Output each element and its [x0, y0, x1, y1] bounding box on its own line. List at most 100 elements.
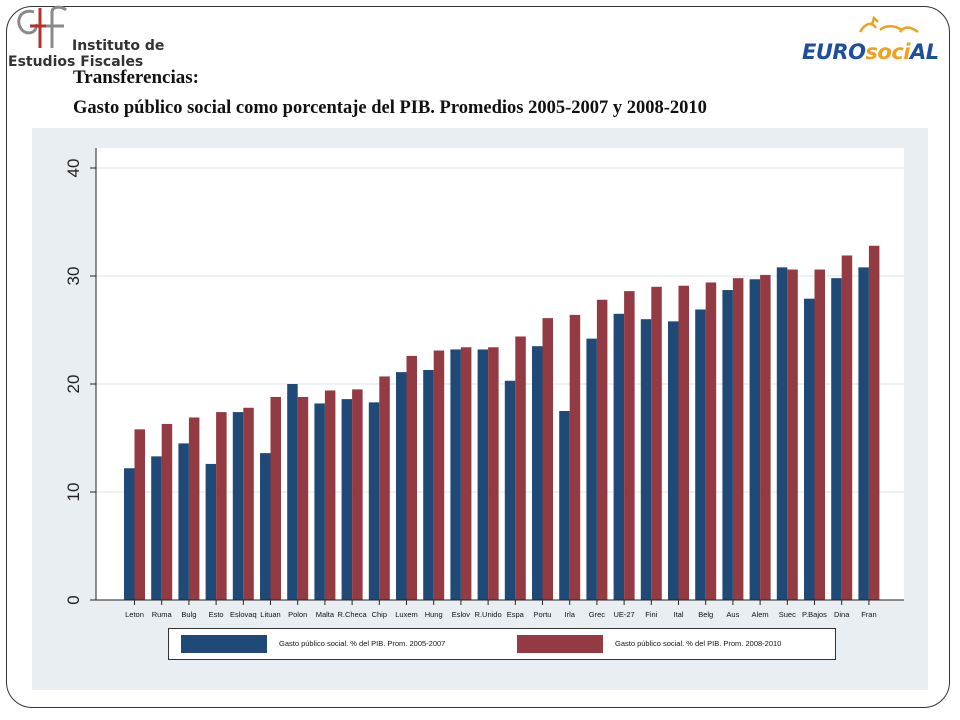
eurosocial-logo-part-b: soci	[865, 40, 910, 64]
ief-logo-line1: Instituto de	[72, 38, 165, 54]
bar-series-2	[760, 274, 771, 600]
bar-series-1	[450, 349, 461, 600]
x-tick-label: Luxem	[395, 610, 418, 619]
bar-series-1	[586, 338, 597, 600]
x-tick-label: R.Checa	[338, 610, 368, 619]
x-tick-label: Alem	[752, 610, 769, 619]
bar-series-1	[205, 463, 217, 600]
x-tick-label: Ruma	[152, 610, 173, 619]
bar-series-1	[776, 267, 788, 600]
legend-label-series-2: Gasto público social. % del PIB. Prom. 2…	[615, 639, 782, 648]
x-tick-label: Portu	[534, 610, 552, 619]
bar-series-1	[559, 411, 570, 600]
x-tick-label: Suec	[779, 610, 796, 619]
y-tick-label: 30	[64, 267, 83, 286]
bar-series-1	[532, 346, 543, 600]
slide-frame	[6, 6, 950, 708]
x-tick-label: Hung	[425, 610, 443, 619]
x-tick-label: Belg	[698, 610, 713, 619]
bar-series-2	[787, 269, 798, 600]
x-tick-label: UE-27	[613, 610, 634, 619]
legend-swatch-series-1	[181, 635, 267, 653]
bar-series-1	[260, 453, 271, 600]
x-tick-label: Chip	[372, 610, 387, 619]
bar-series-1	[314, 403, 325, 600]
x-tick-label: Dina	[834, 610, 850, 619]
bar-series-1	[640, 319, 652, 600]
y-tick-label: 0	[64, 595, 83, 604]
bar-series-2	[134, 429, 145, 600]
bar-series-2	[243, 407, 254, 600]
x-tick-label: Ital	[673, 610, 683, 619]
bar-series-2	[596, 299, 608, 600]
bar-series-1	[749, 279, 761, 600]
x-tick-label: Polon	[288, 610, 307, 619]
x-tick-label: Grec	[589, 610, 606, 619]
bar-series-2	[732, 278, 744, 600]
axes	[90, 148, 904, 605]
x-tick-label: R.Unido	[475, 610, 502, 619]
bar-series-2	[324, 390, 336, 600]
bar-series-1	[831, 278, 842, 600]
ief-logo-line2: Estudios Fiscales	[8, 54, 144, 70]
x-tick-label: Leton	[125, 610, 144, 619]
bar-series-1	[368, 402, 380, 600]
bar-series-2	[542, 318, 553, 600]
bar-series-1	[477, 349, 489, 600]
x-tick-label: P.Bajos	[802, 610, 827, 619]
bar-series-1	[151, 456, 162, 600]
ief-logo-mark	[17, 5, 68, 48]
bar-series-2	[460, 347, 472, 600]
bar-series-2	[569, 314, 581, 600]
bar-series-2	[161, 423, 173, 600]
ief-logo: Instituto de Estudios Fiscales	[8, 4, 168, 70]
bar-series-1	[722, 290, 733, 600]
slide-title: Transferencias:	[73, 67, 199, 88]
x-tick-label: Malta	[316, 610, 335, 619]
eurosocial-logo-mark	[858, 15, 919, 34]
bar-series-2	[814, 269, 825, 600]
bar-series-2	[270, 396, 281, 600]
x-tick-label: Espa	[507, 610, 525, 619]
bar-series-1	[341, 399, 353, 600]
x-tick-label: Esto	[209, 610, 224, 619]
tick-labels: 0 10 20 30 40 Leton Ruma Bulg Esto Eslovaq Lituan P…	[64, 159, 877, 619]
bar-series-1	[396, 372, 407, 600]
bar-series-1	[287, 384, 298, 600]
bar-series-2	[488, 347, 499, 600]
x-tick-label: Eslov	[452, 610, 471, 619]
bar-series-2	[379, 376, 390, 600]
bar-series-2	[651, 286, 662, 600]
bar-series-2	[352, 389, 363, 600]
x-tick-label: Irla	[564, 610, 575, 619]
bar-series-2	[515, 336, 526, 600]
y-tick-label: 20	[64, 375, 83, 394]
bar-series-1	[232, 412, 244, 600]
x-tick-label: Fran	[861, 610, 876, 619]
bar-series-2	[297, 396, 309, 600]
y-tick-label: 40	[64, 159, 83, 178]
bar-series-2	[868, 245, 880, 600]
bar-series-2	[433, 350, 445, 600]
bar-series-1	[695, 309, 706, 600]
legend-swatch-series-2	[517, 635, 603, 653]
bar-series-2	[188, 417, 200, 600]
slide-subtitle: Gasto público social como porcentaje del…	[73, 98, 707, 118]
eurosocial-logo-part-a: EURO	[802, 40, 866, 64]
x-tick-label: Bulg	[181, 610, 196, 619]
bar-series-1	[613, 313, 625, 600]
x-tick-label: Fini	[645, 610, 657, 619]
bar-series-2	[678, 285, 689, 600]
bar-series-2	[841, 255, 853, 601]
legend: Gasto público social. % del PIB. Prom. 2…	[168, 628, 836, 660]
bar-series-1	[124, 468, 135, 600]
x-tick-label: Eslovaq	[230, 610, 257, 619]
bar-series-1	[668, 321, 679, 600]
bar-series-1	[178, 443, 189, 600]
eurosocial-logo-text: EUROsociAL	[802, 40, 939, 64]
bars	[124, 245, 880, 601]
x-tick-label: Aus	[726, 610, 739, 619]
eurosocial-logo-part-c: AL	[910, 40, 939, 64]
y-tick-label: 10	[64, 483, 83, 502]
